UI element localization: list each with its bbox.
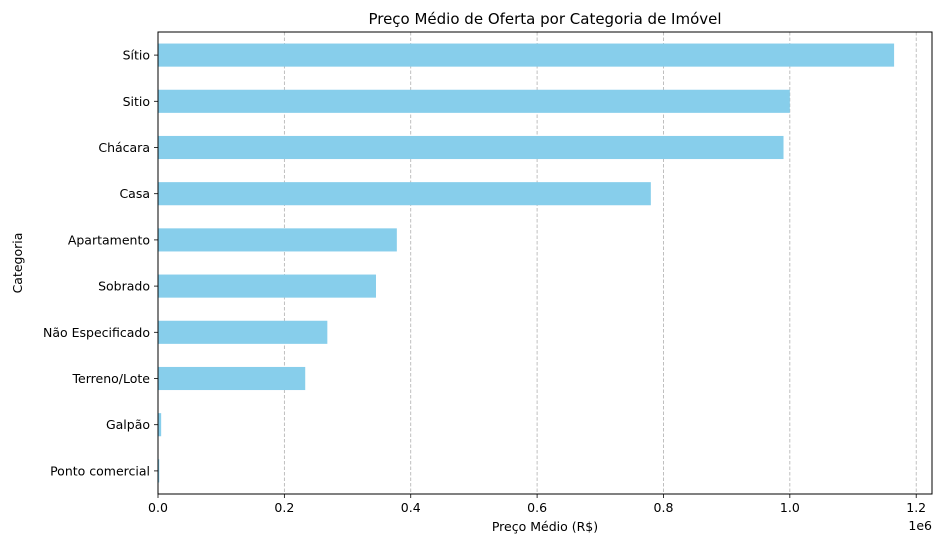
y-tick-label: Não Especificado <box>43 325 150 340</box>
x-axis-label: Preço Médio (R$) <box>492 519 598 534</box>
plot-frame <box>157 31 933 495</box>
y-tick-label: Sítio <box>123 48 150 63</box>
y-tick-label: Terreno/Lote <box>72 371 151 386</box>
x-tick-label: 0.6 <box>527 500 547 515</box>
chart-title: Preço Médio de Oferta por Categoria de I… <box>368 10 721 28</box>
bar <box>158 459 160 483</box>
bar <box>158 43 895 67</box>
x-tick-label: 1.2 <box>906 500 926 515</box>
y-tick-label: Sobrado <box>98 279 150 294</box>
y-tick-label: Ponto comercial <box>50 463 150 478</box>
y-tick-label: Casa <box>119 186 150 201</box>
bars <box>158 43 895 483</box>
x-tick-label: 0.0 <box>148 500 168 515</box>
bar <box>158 274 376 298</box>
bar <box>158 366 306 391</box>
x-axis-ticks: 0.0 0.2 0.4 0.6 0.8 1.0 1.2 <box>148 494 926 515</box>
y-tick-label: Sitio <box>123 94 150 109</box>
x-tick-label: 0.2 <box>274 500 294 515</box>
bar <box>158 320 328 344</box>
y-tick-label: Galpão <box>106 417 150 432</box>
bar <box>158 89 790 113</box>
x-tick-label: 1.0 <box>780 500 800 515</box>
y-axis-ticks: Sítio Sitio Chácara Casa Apartamento Sobrado N… <box>43 48 158 478</box>
bar <box>158 413 162 437</box>
bar <box>158 135 784 160</box>
bar <box>158 228 397 252</box>
x-tick-label: 0.8 <box>654 500 674 515</box>
y-tick-label: Chácara <box>98 140 150 155</box>
x-axis-offset-text: 1e6 <box>908 518 932 533</box>
x-tick-label: 0.4 <box>401 500 421 515</box>
bar <box>158 182 651 206</box>
y-axis-label: Categoria <box>10 233 25 294</box>
y-tick-label: Apartamento <box>68 232 150 247</box>
